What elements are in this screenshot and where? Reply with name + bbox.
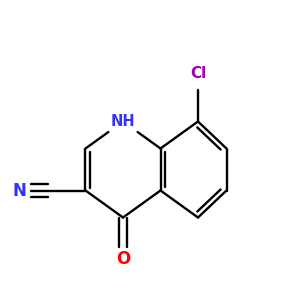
Text: NH: NH: [111, 114, 135, 129]
Text: N: N: [13, 182, 26, 200]
Text: O: O: [116, 250, 130, 268]
Text: Cl: Cl: [190, 66, 206, 81]
